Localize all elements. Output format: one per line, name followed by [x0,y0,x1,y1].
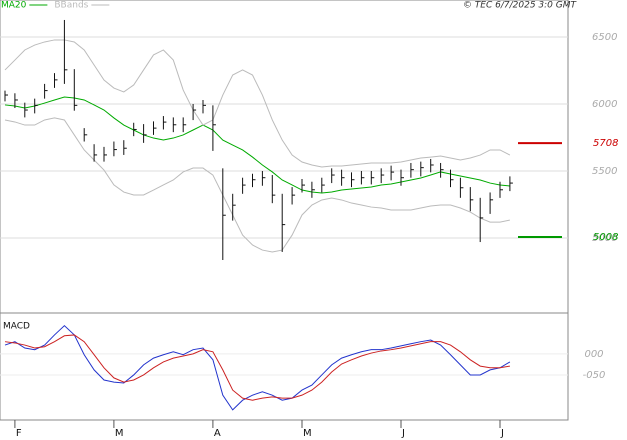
y-tick-label: 5500 [592,166,617,177]
x-tick-label: J [500,428,504,439]
x-tick-label: M [115,428,124,439]
legend-label: BBands [54,1,88,11]
series-line [4,117,510,253]
macd-line [4,324,511,411]
y-tick-label: 000 [584,349,603,360]
level-label: 5708 [593,138,618,149]
source: © TEC 6/7/2025 3:0 GMT [463,1,578,11]
level-label: 5008 [593,232,618,243]
y-tick-label: 6000 [592,99,617,110]
x-tick-label: J [401,428,405,439]
y-tick-label: 5000 [592,233,617,244]
panel-title: MACD [3,322,30,332]
y-tick-label: -050 [583,370,606,381]
macd-line [4,334,510,401]
legend-label: MA20 [1,1,27,11]
series-line [4,96,510,194]
x-tick-label: M [303,428,312,439]
x-tick-label: A [214,428,221,439]
series-line [4,39,511,168]
y-tick-label: 6500 [592,32,617,43]
x-tick-label: F [16,428,22,439]
